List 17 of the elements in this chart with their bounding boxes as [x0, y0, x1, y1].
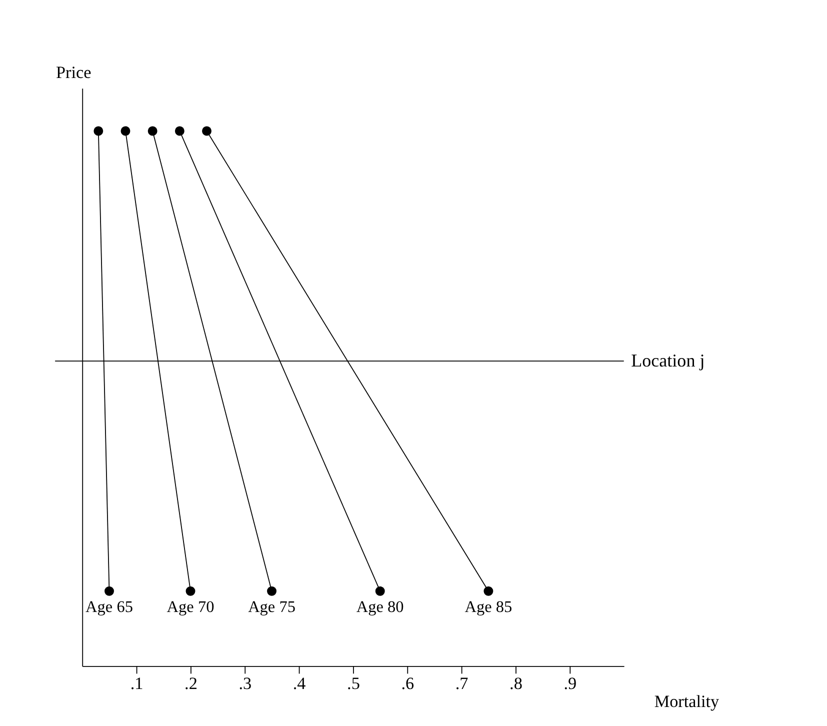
x-tick-label: .7	[455, 674, 469, 694]
x-tick-label: .1	[130, 674, 144, 694]
annotation: Age 65	[86, 598, 133, 616]
x-axis-title: Mortality	[654, 692, 720, 712]
x-tick-label: .3	[238, 674, 252, 694]
annotation: Age 70	[166, 598, 214, 616]
x-tick-label: .6	[401, 674, 414, 694]
ref-line-label: Location j	[631, 350, 705, 370]
y-axis-title: Price	[56, 62, 92, 82]
x-tick-label: .2	[184, 674, 198, 694]
x-tick-label: .8	[510, 674, 522, 694]
annotation: Age 85	[464, 598, 512, 616]
annotation: Age 80	[356, 598, 404, 616]
x-tick-label: .4	[292, 674, 306, 694]
annotation: Age 75	[248, 598, 296, 616]
x-tick-label: .9	[564, 674, 577, 694]
x-tick-label: .5	[347, 674, 360, 694]
